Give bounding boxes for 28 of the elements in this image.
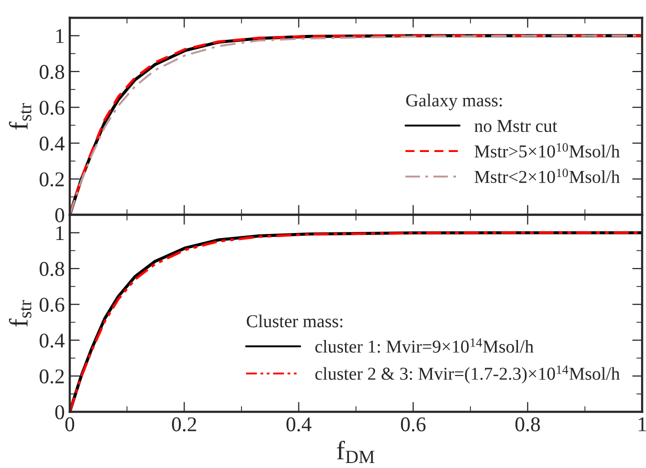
y-tick-label: 0.6 bbox=[40, 100, 64, 115]
x-tick-label: 0.4 bbox=[286, 417, 312, 432]
y-tick-label: 0.6 bbox=[40, 298, 64, 312]
legend-title: Galaxy mass: bbox=[406, 94, 502, 110]
y-tick-label: 1 bbox=[56, 226, 64, 240]
y-tick-label: 1 bbox=[56, 29, 64, 43]
y-tick-label: 0.2 bbox=[40, 369, 64, 384]
y-tick-label: 0.2 bbox=[40, 172, 64, 187]
legend-label: no Mstr cut bbox=[474, 120, 558, 132]
legend-label: cluster 2 & 3: Mvir=(1.7-2.3)×10$^{14}$Msol/h bbox=[315, 366, 620, 384]
legend-title: Cluster mass: bbox=[246, 314, 342, 328]
legend-label: cluster 1: Mvir=9×10$^{14}$Msol/h bbox=[315, 338, 534, 353]
y-axis-title: f$_{str}$ bbox=[8, 300, 32, 327]
y-tick-label: 0.8 bbox=[40, 64, 64, 80]
legend-label: Mstr<2×10$^{10}$Msol/h bbox=[474, 168, 620, 184]
x-axis-title: f$_{DM}$ bbox=[336, 440, 374, 463]
y-tick-label: 0.8 bbox=[40, 262, 64, 276]
y-tick-label: 0.4 bbox=[40, 334, 65, 348]
y-tick-label: 0 bbox=[55, 208, 64, 222]
x-tick-label: 0.6 bbox=[400, 417, 426, 432]
legend-label: Mstr>5×10$^{10}$Msol/h bbox=[474, 143, 620, 158]
x-tick-label: 0.8 bbox=[515, 417, 540, 432]
x-tick-label: 0.2 bbox=[172, 417, 196, 432]
y-tick-label: 0.4 bbox=[40, 136, 65, 151]
y-axis-title: f$_{str}$ bbox=[8, 103, 32, 130]
x-tick-label: 0 bbox=[65, 417, 74, 432]
y-tick-label: 0 bbox=[55, 405, 64, 420]
x-tick-label: 1 bbox=[638, 417, 646, 432]
